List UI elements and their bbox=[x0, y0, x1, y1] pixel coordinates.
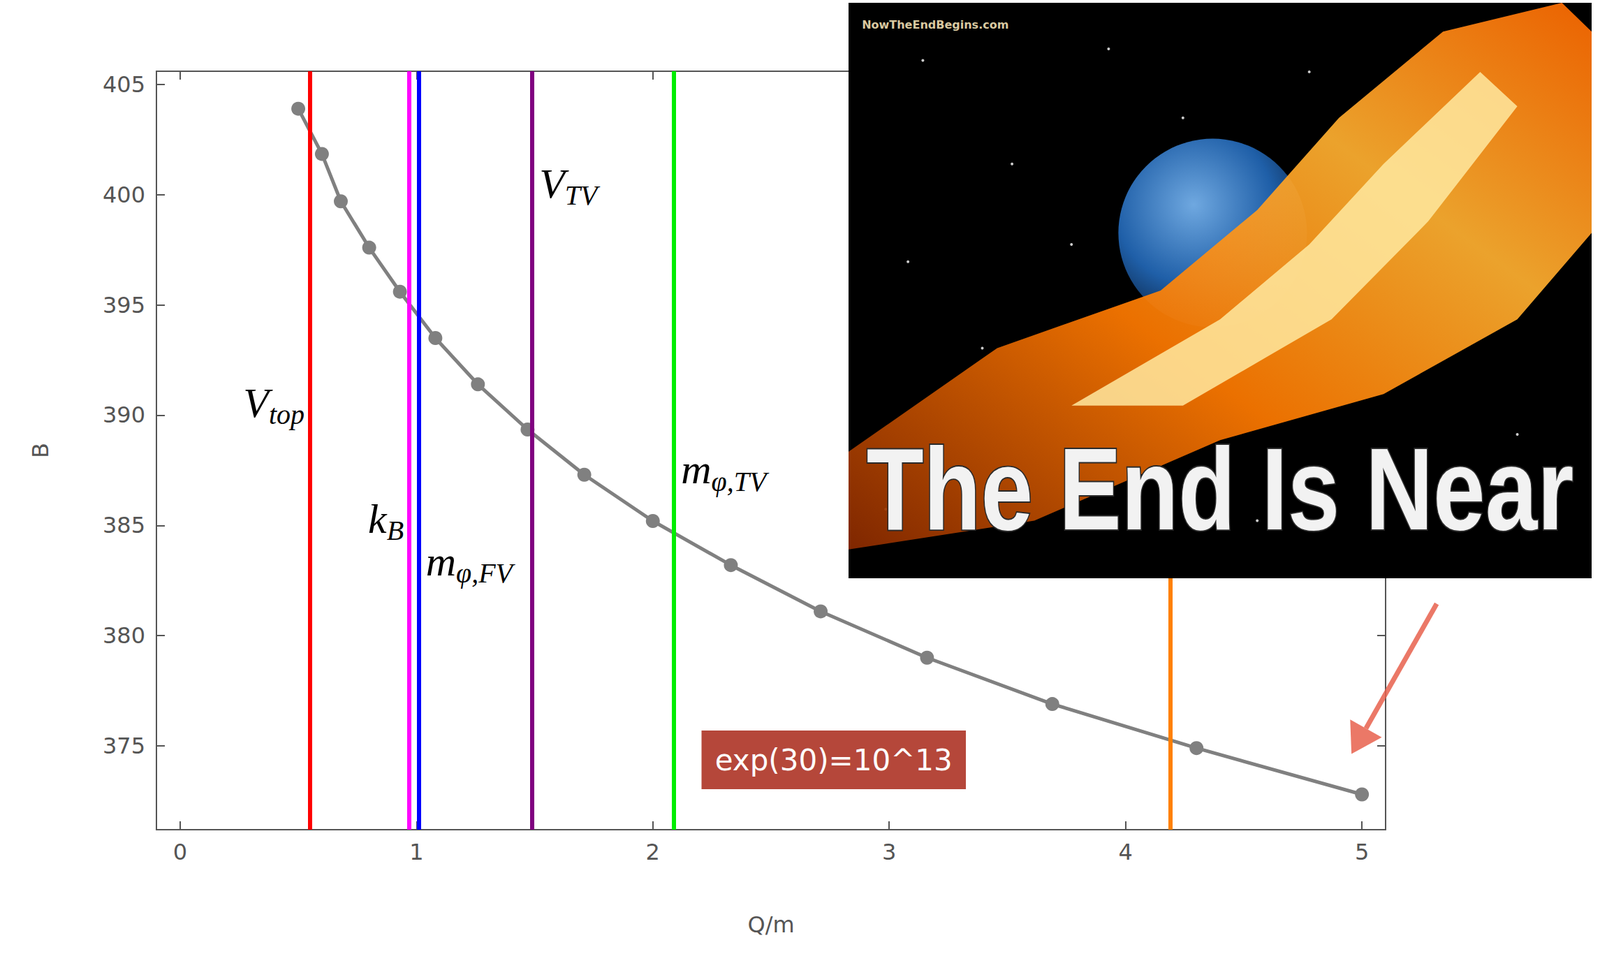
svg-text:m: m bbox=[426, 538, 457, 585]
svg-text:B: B bbox=[27, 442, 54, 459]
svg-text:m: m bbox=[680, 446, 711, 493]
svg-text:4: 4 bbox=[1118, 838, 1133, 866]
svg-text:φ,TV: φ,TV bbox=[711, 465, 770, 498]
svg-text:395: 395 bbox=[102, 291, 146, 319]
svg-text:0: 0 bbox=[173, 838, 188, 866]
svg-text:V: V bbox=[243, 379, 274, 427]
svg-text:2: 2 bbox=[646, 838, 660, 866]
svg-text:Q/m: Q/m bbox=[747, 911, 795, 938]
svg-text:The End Is Near: The End Is Near bbox=[866, 423, 1575, 555]
svg-text:380: 380 bbox=[102, 622, 146, 649]
svg-text:exp(30)=10^13: exp(30)=10^13 bbox=[715, 743, 953, 778]
svg-text:k: k bbox=[368, 495, 388, 542]
svg-text:405: 405 bbox=[102, 71, 146, 98]
svg-text:V: V bbox=[539, 160, 565, 207]
svg-text:NowTheEndBegins.com: NowTheEndBegins.com bbox=[861, 18, 1009, 32]
svg-text:top: top bbox=[268, 398, 305, 431]
svg-text:B: B bbox=[386, 514, 404, 547]
svg-text:375: 375 bbox=[102, 732, 146, 760]
svg-text:1: 1 bbox=[409, 838, 424, 866]
svg-text:400: 400 bbox=[102, 181, 146, 209]
svg-text:φ,FV: φ,FV bbox=[456, 557, 517, 589]
svg-text:TV: TV bbox=[564, 179, 601, 211]
svg-text:5: 5 bbox=[1354, 838, 1369, 866]
svg-text:385: 385 bbox=[102, 511, 146, 539]
svg-text:3: 3 bbox=[882, 838, 897, 866]
svg-text:390: 390 bbox=[102, 401, 146, 429]
